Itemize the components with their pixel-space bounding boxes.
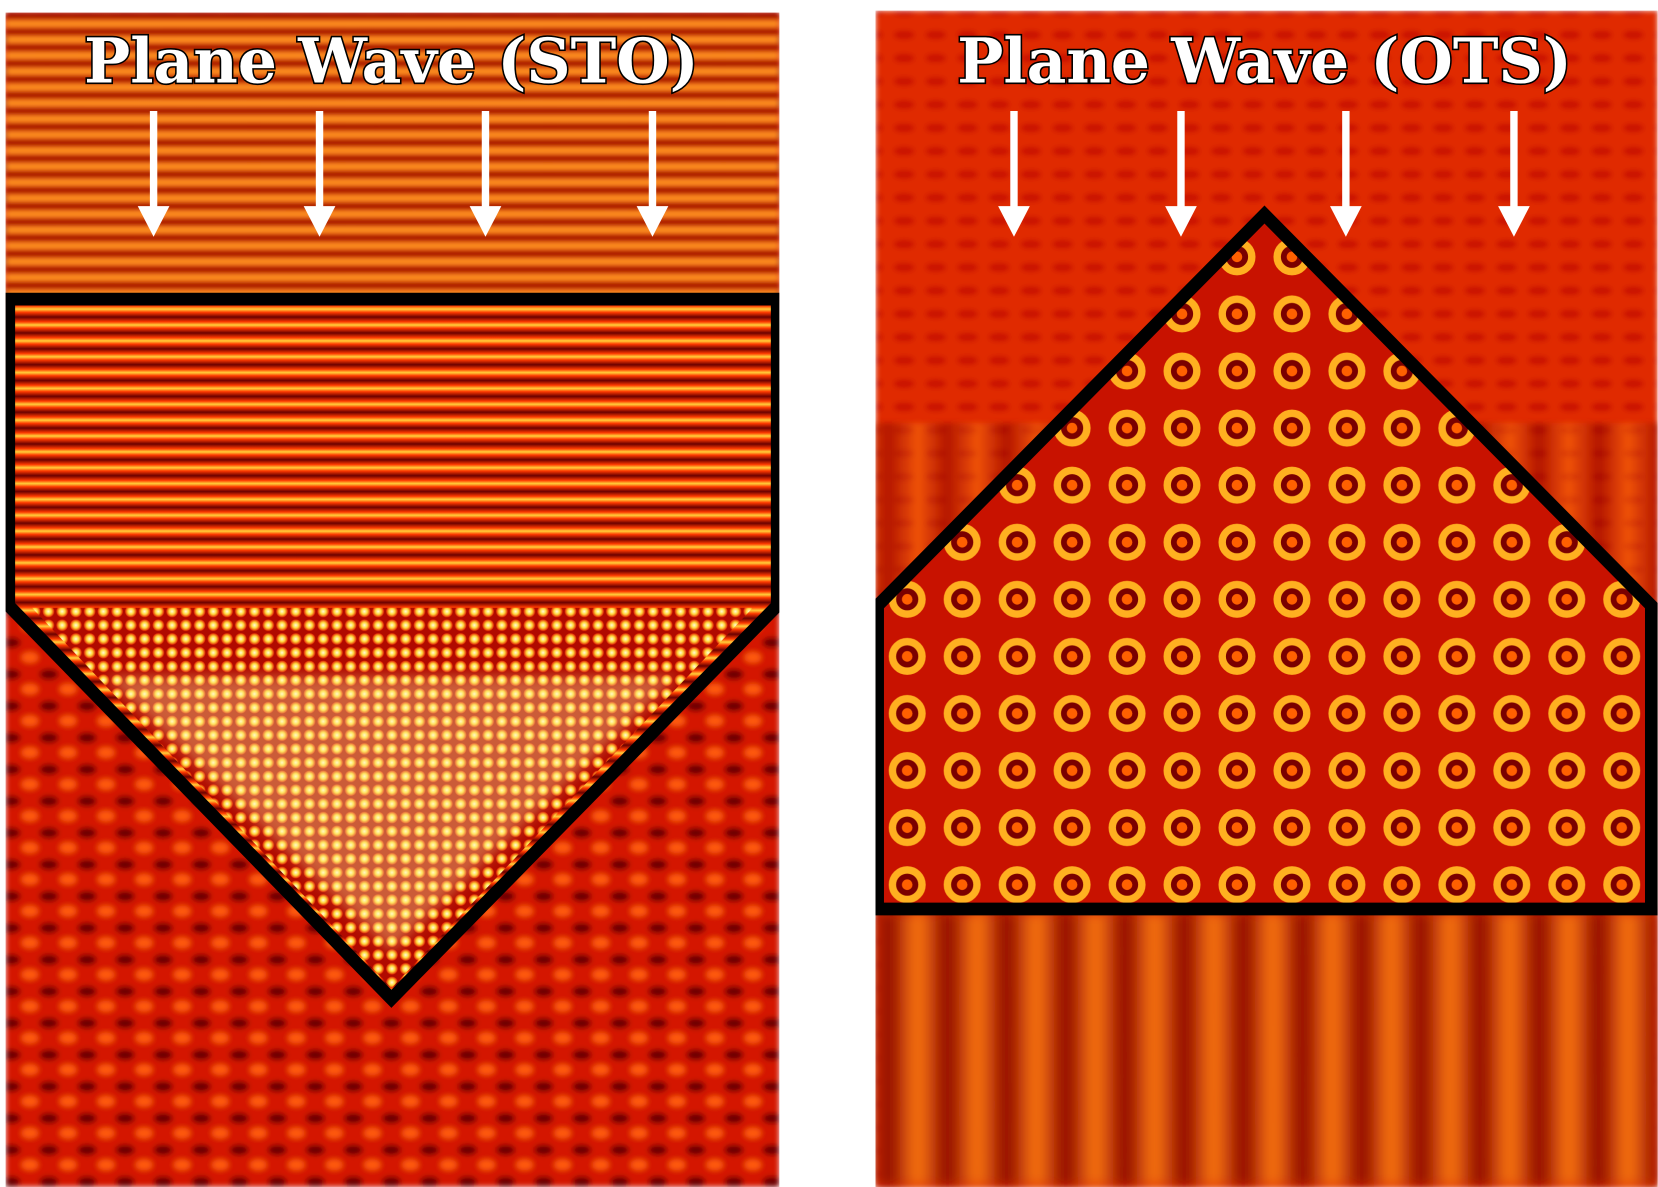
arrows	[137, 110, 1530, 237]
right-panel	[875, 10, 1658, 1187]
panel-title: Plane Wave (STO)	[84, 25, 698, 97]
left-panel	[5, 12, 780, 1187]
outline	[875, 205, 1658, 916]
panel-title: Plane Wave (OTS)	[957, 25, 1571, 97]
outline	[5, 292, 780, 1008]
